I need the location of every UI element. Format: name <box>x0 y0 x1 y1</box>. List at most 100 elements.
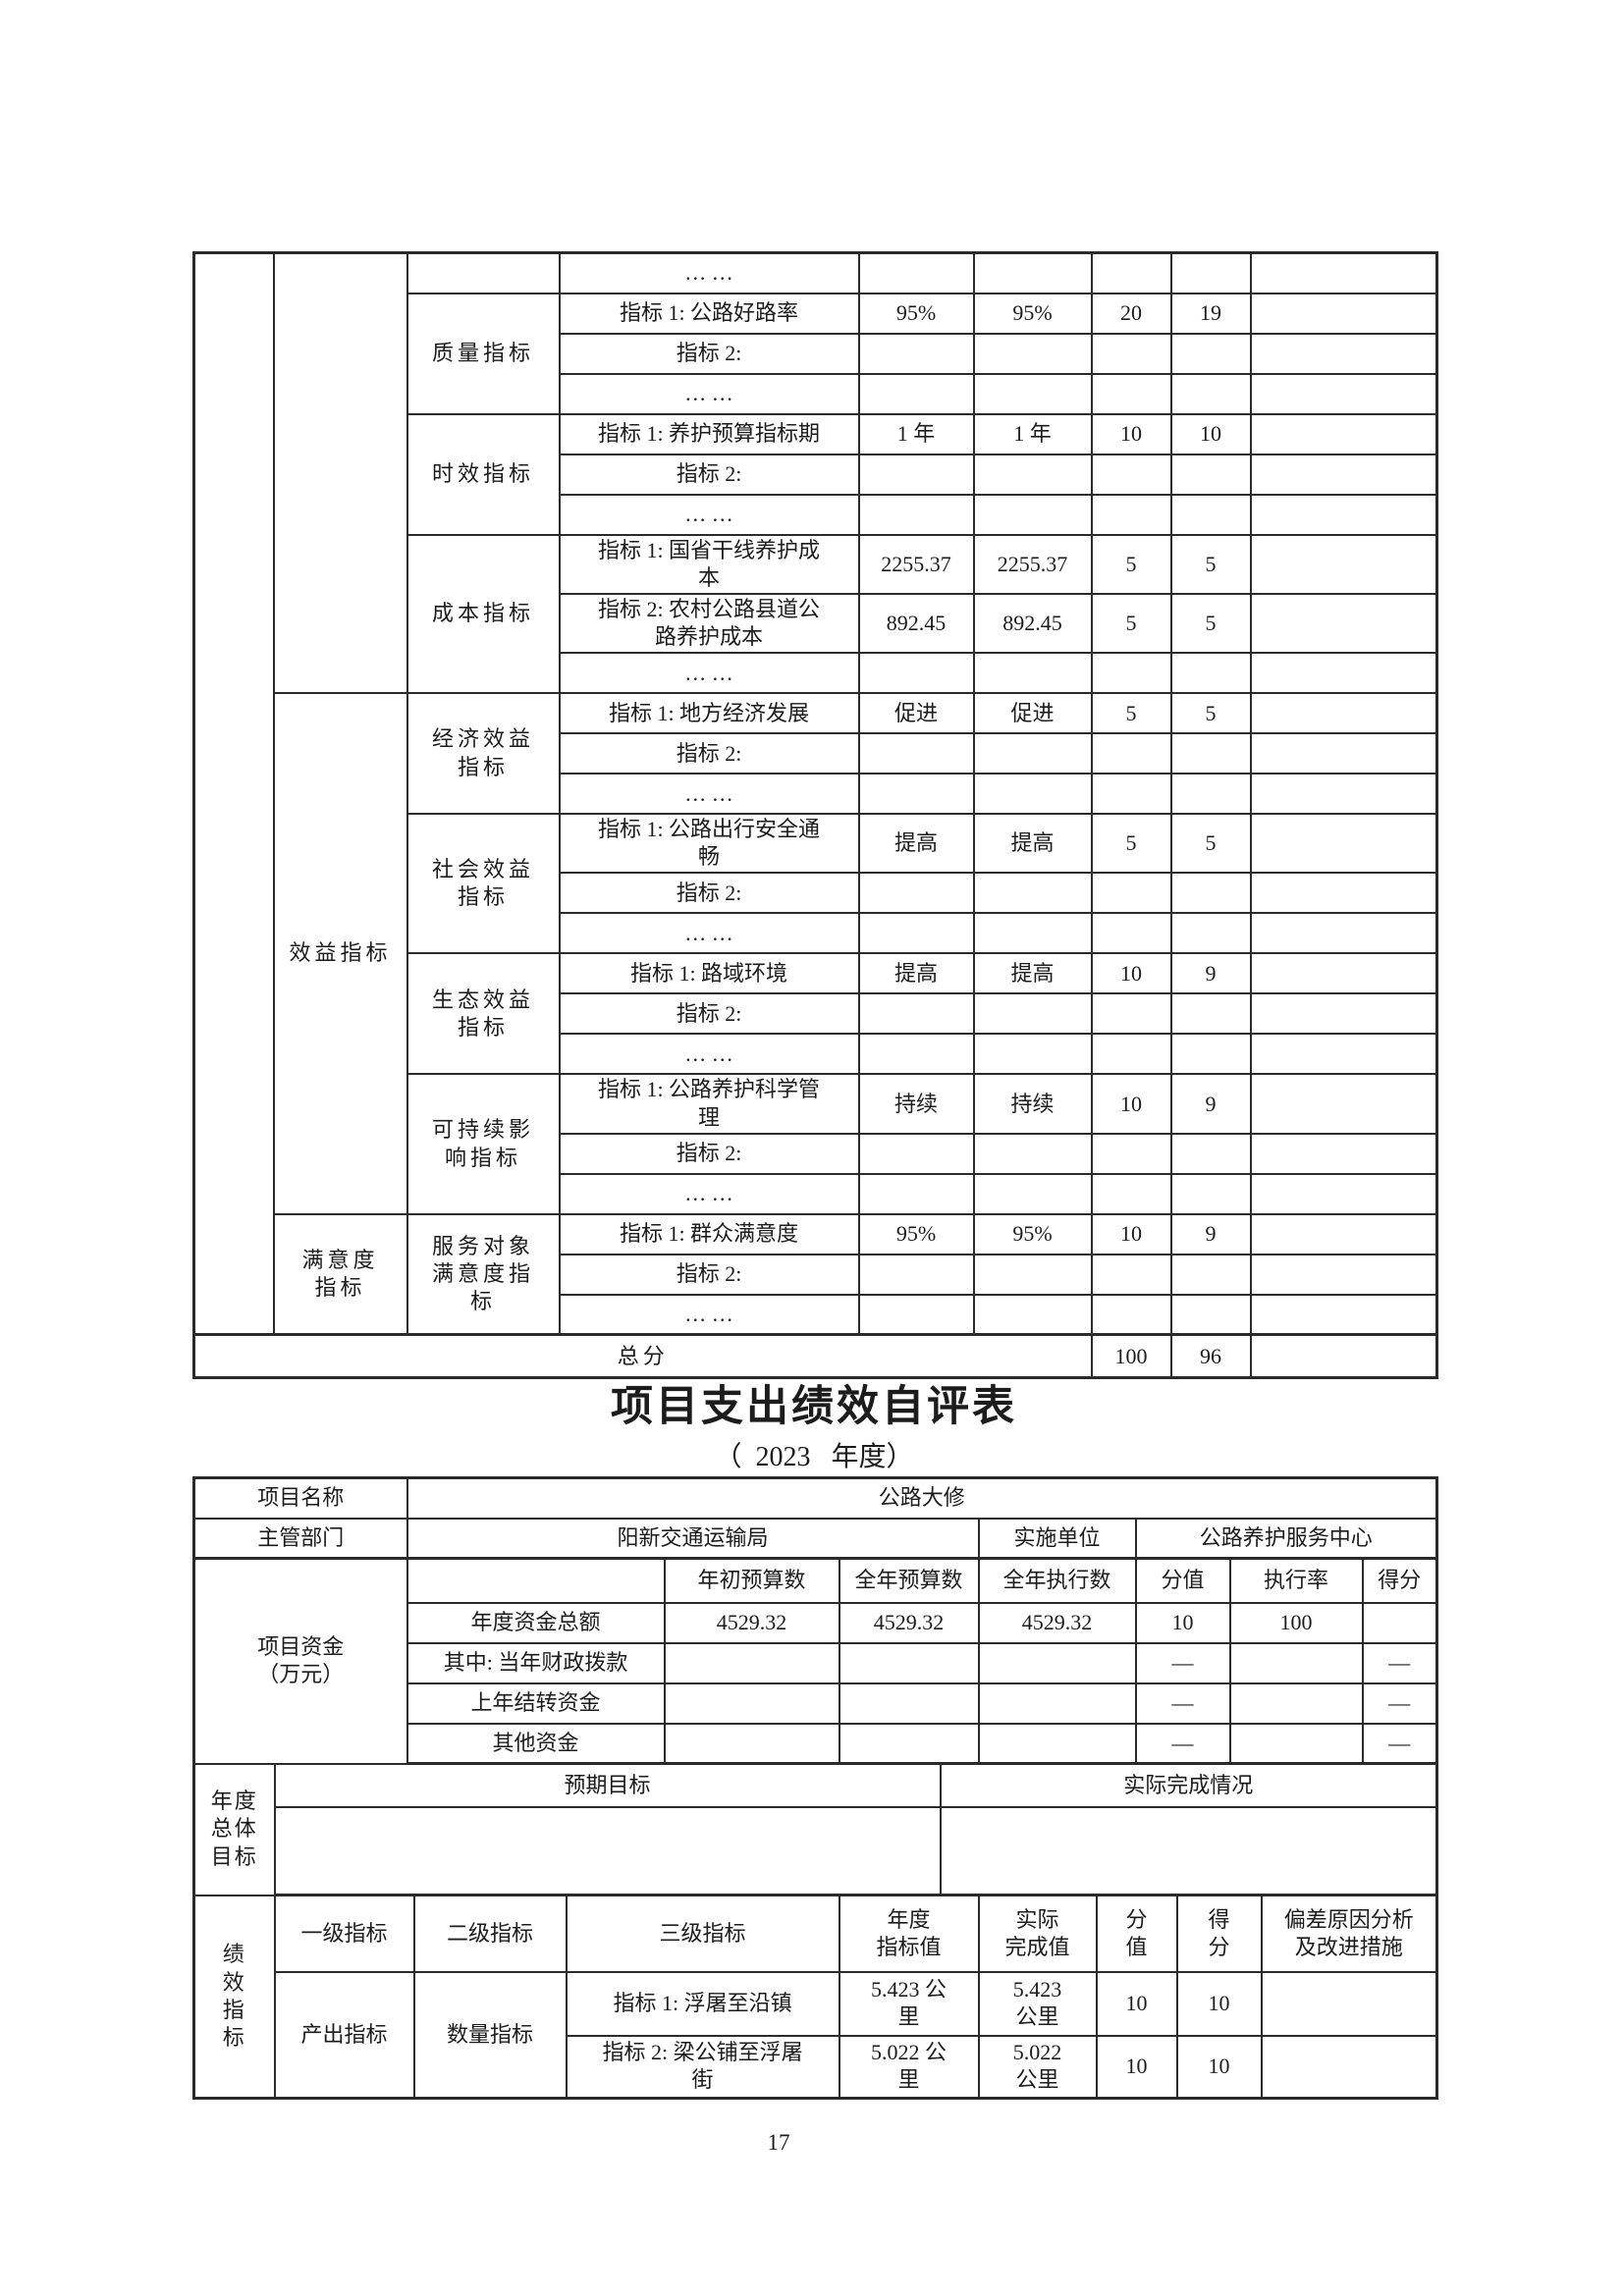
annual-target-cell <box>857 332 975 375</box>
indicator-cell: 指标 1: 路域环境 <box>558 952 860 995</box>
deviation-cell <box>1249 251 1438 294</box>
table-row: … … <box>194 652 1438 695</box>
fund-got: — <box>1361 1641 1438 1684</box>
fund-got: — <box>1361 1722 1438 1765</box>
table-row: 可持续影 响指标 指标 1: 公路养护科学管 理 持续 持续 10 9 <box>194 1073 1438 1215</box>
table-row: … … <box>194 773 1438 816</box>
annual-target-cell <box>857 872 975 915</box>
deviation-cell <box>1249 872 1438 915</box>
annual-target-cell: 2255.37 <box>857 533 975 595</box>
page-subtitle: （ 2023 年度） <box>714 1442 914 1472</box>
score-got-cell: 5 <box>1169 533 1252 595</box>
group-cost-label: 成本指标 <box>406 533 561 695</box>
score-max-cell <box>1090 1172 1172 1215</box>
score-got-cell: 5 <box>1169 692 1252 735</box>
actual-value-cell <box>972 732 1093 775</box>
actual-value-cell <box>972 992 1093 1036</box>
indicator-cell: … … <box>558 652 860 695</box>
fund-year-executed: 4529.32 <box>977 1601 1137 1644</box>
total-score-got-cell: 96 <box>1169 1333 1252 1380</box>
actual-value-cell: 1 年 <box>972 412 1093 455</box>
actual-value-cell: 持续 <box>972 1073 1093 1135</box>
deviation-cell <box>1249 652 1438 695</box>
annual-target-cell <box>857 1253 975 1296</box>
deviation-cell <box>1249 1333 1438 1380</box>
score-max-cell <box>1090 372 1172 415</box>
indicator-cell: 指标 1: 浮屠至沿镇 <box>565 1970 840 2037</box>
indicator-cell: … … <box>558 251 860 294</box>
score-got-cell <box>1169 1293 1252 1336</box>
table-row: 产出指标 数量指标 指标 1: 浮屠至沿镇 5.423 公 里 5.423 公里… <box>194 1970 1438 2100</box>
annual-target-cell <box>857 652 975 695</box>
fund-header-got: 得分 <box>1361 1557 1438 1604</box>
group-economic-label: 经济效益 指标 <box>406 692 561 816</box>
fund-score: — <box>1134 1682 1231 1725</box>
fund-initial-budget <box>663 1722 840 1765</box>
deviation-cell <box>1249 453 1438 496</box>
deviation-cell <box>1249 332 1438 375</box>
annual-target-cell <box>857 1293 975 1336</box>
level1-group-cell <box>272 251 408 695</box>
table-row: 社会效益 指标 指标 1: 公路出行安全通 畅 提高 提高 5 5 <box>194 813 1438 955</box>
table-row: 满意度 指标 服务对象 满意度指 标 指标 1: 群众满意度 95% 95% 1… <box>194 1212 1438 1336</box>
fund-exec-rate <box>1228 1722 1364 1765</box>
group-benefit-label: 效益指标 <box>272 692 408 1215</box>
score-got-cell: 9 <box>1169 1212 1252 1255</box>
score-max-cell: 10 <box>1090 952 1172 995</box>
fund-year-executed <box>977 1682 1137 1725</box>
score-got-cell <box>1169 372 1252 415</box>
actual-value-cell: 促进 <box>972 692 1093 735</box>
indicator-cell: 指标 2: <box>558 732 860 775</box>
fund-year-budget <box>838 1722 980 1765</box>
table-row: 指标 2: 农村公路县道公 路养护成本 892.45 892.45 5 5 <box>194 592 1438 655</box>
group-eco-label: 生态效益 指标 <box>406 952 561 1076</box>
annual-target-cell <box>857 912 975 955</box>
group-sustain-label: 可持续影 响指标 <box>406 1073 561 1215</box>
perf-header-got: 得 分 <box>1175 1894 1263 1973</box>
score-max-cell <box>1090 251 1172 294</box>
score-got-cell <box>1169 732 1252 775</box>
perf-level1-cell: 产出指标 <box>273 1970 415 2100</box>
table-row: 主管部门 阳新交通运输局 实施单位 公路养护服务中心 <box>192 1517 1438 1560</box>
fund-exec-rate: 100 <box>1228 1601 1364 1644</box>
score-max-cell <box>1090 732 1172 775</box>
score-max-cell: 5 <box>1090 592 1172 655</box>
fund-score: — <box>1134 1641 1231 1684</box>
expected-goal-header: 预期目标 <box>273 1762 942 1808</box>
deviation-cell <box>1249 592 1438 655</box>
performance-score-table: … … 质量指标 指标 1: 公路好路率 95% 95% 20 19 指标 2:… <box>192 251 1438 1380</box>
deviation-cell <box>1249 813 1438 875</box>
score-max-cell <box>1090 453 1172 496</box>
impl-unit-value: 公路养护服务中心 <box>1134 1517 1438 1560</box>
indicator-cell: … … <box>558 912 860 955</box>
table-row: … … <box>194 372 1438 415</box>
score-got-cell <box>1169 1033 1252 1076</box>
indicator-cell: 指标 1: 公路好路率 <box>558 292 860 335</box>
score-got-cell: 10 <box>1175 1970 1263 2037</box>
fund-row-label: 其中: 当年财政拨款 <box>406 1641 666 1684</box>
fund-score: 10 <box>1134 1601 1231 1644</box>
annual-target-cell <box>857 453 975 496</box>
score-got-cell <box>1169 1253 1252 1296</box>
score-max-cell: 10 <box>1090 412 1172 455</box>
group-service-label: 服务对象 满意度指 标 <box>406 1212 561 1336</box>
annual-target-cell: 5.022 公 里 <box>838 2034 980 2100</box>
deviation-cell <box>1260 2034 1438 2100</box>
table-row: … … <box>194 912 1438 955</box>
deviation-cell <box>1249 992 1438 1036</box>
deviation-cell <box>1249 692 1438 735</box>
score-max-cell <box>1090 493 1172 536</box>
score-got-cell <box>1169 773 1252 816</box>
indicator-cell: 指标 2: <box>558 1253 860 1296</box>
total-score-max-cell: 100 <box>1090 1333 1172 1380</box>
actual-value-cell <box>972 872 1093 915</box>
indicator-cell: 指标 1: 群众满意度 <box>558 1212 860 1255</box>
score-max-cell <box>1090 992 1172 1036</box>
score-got-cell <box>1169 251 1252 294</box>
impl-unit-label: 实施单位 <box>977 1517 1137 1560</box>
indicator-cell: 指标 2: 梁公铺至浮屠 街 <box>565 2034 840 2100</box>
score-max-cell <box>1090 652 1172 695</box>
table-row: 年度 总体 目标 预期目标 实际完成情况 <box>192 1762 1438 1896</box>
annual-target-cell: 5.423 公 里 <box>838 1970 980 2037</box>
actual-value-cell <box>972 1253 1093 1296</box>
